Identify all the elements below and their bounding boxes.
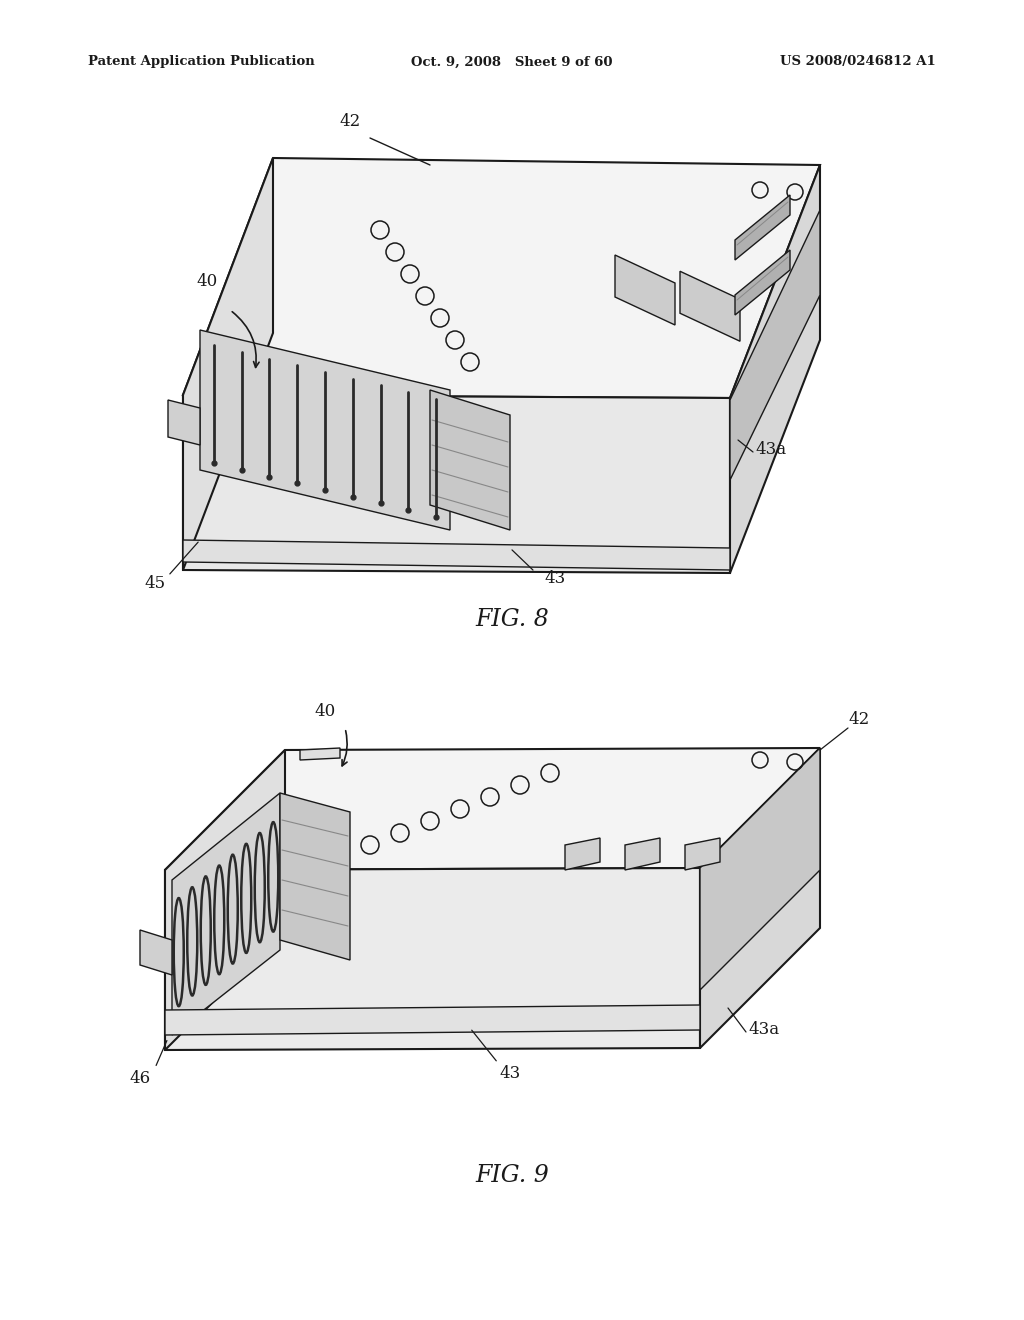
Polygon shape	[615, 255, 675, 325]
Polygon shape	[183, 158, 820, 399]
Polygon shape	[680, 271, 740, 342]
Text: US 2008/0246812 A1: US 2008/0246812 A1	[780, 55, 936, 69]
Polygon shape	[735, 249, 790, 315]
Polygon shape	[165, 750, 285, 1049]
Polygon shape	[700, 748, 820, 1048]
Text: Patent Application Publication: Patent Application Publication	[88, 55, 314, 69]
Polygon shape	[165, 869, 700, 1049]
Polygon shape	[700, 748, 820, 990]
Polygon shape	[565, 838, 600, 870]
Text: 42: 42	[848, 711, 869, 729]
Polygon shape	[183, 540, 730, 570]
Polygon shape	[183, 158, 273, 570]
Polygon shape	[735, 195, 790, 260]
Polygon shape	[200, 330, 450, 531]
Polygon shape	[140, 931, 172, 975]
Polygon shape	[430, 389, 510, 531]
Text: 46: 46	[129, 1071, 151, 1086]
Text: FIG. 8: FIG. 8	[475, 609, 549, 631]
Text: 43: 43	[500, 1065, 520, 1082]
Polygon shape	[730, 165, 820, 573]
Text: 43: 43	[545, 570, 565, 587]
Text: 45: 45	[144, 576, 166, 591]
Text: 43a: 43a	[755, 441, 786, 458]
Polygon shape	[183, 395, 730, 573]
Polygon shape	[165, 748, 820, 870]
Polygon shape	[165, 1005, 700, 1035]
Polygon shape	[685, 838, 720, 870]
Polygon shape	[730, 210, 820, 480]
Text: Oct. 9, 2008   Sheet 9 of 60: Oct. 9, 2008 Sheet 9 of 60	[412, 55, 612, 69]
Polygon shape	[625, 838, 660, 870]
Text: 43a: 43a	[748, 1022, 779, 1039]
Polygon shape	[168, 400, 200, 445]
Polygon shape	[172, 793, 280, 1035]
Text: FIG. 9: FIG. 9	[475, 1163, 549, 1187]
Text: 42: 42	[339, 114, 360, 129]
Polygon shape	[300, 748, 340, 760]
Text: 40: 40	[314, 704, 336, 719]
Polygon shape	[280, 793, 350, 960]
Text: 40: 40	[197, 273, 218, 290]
